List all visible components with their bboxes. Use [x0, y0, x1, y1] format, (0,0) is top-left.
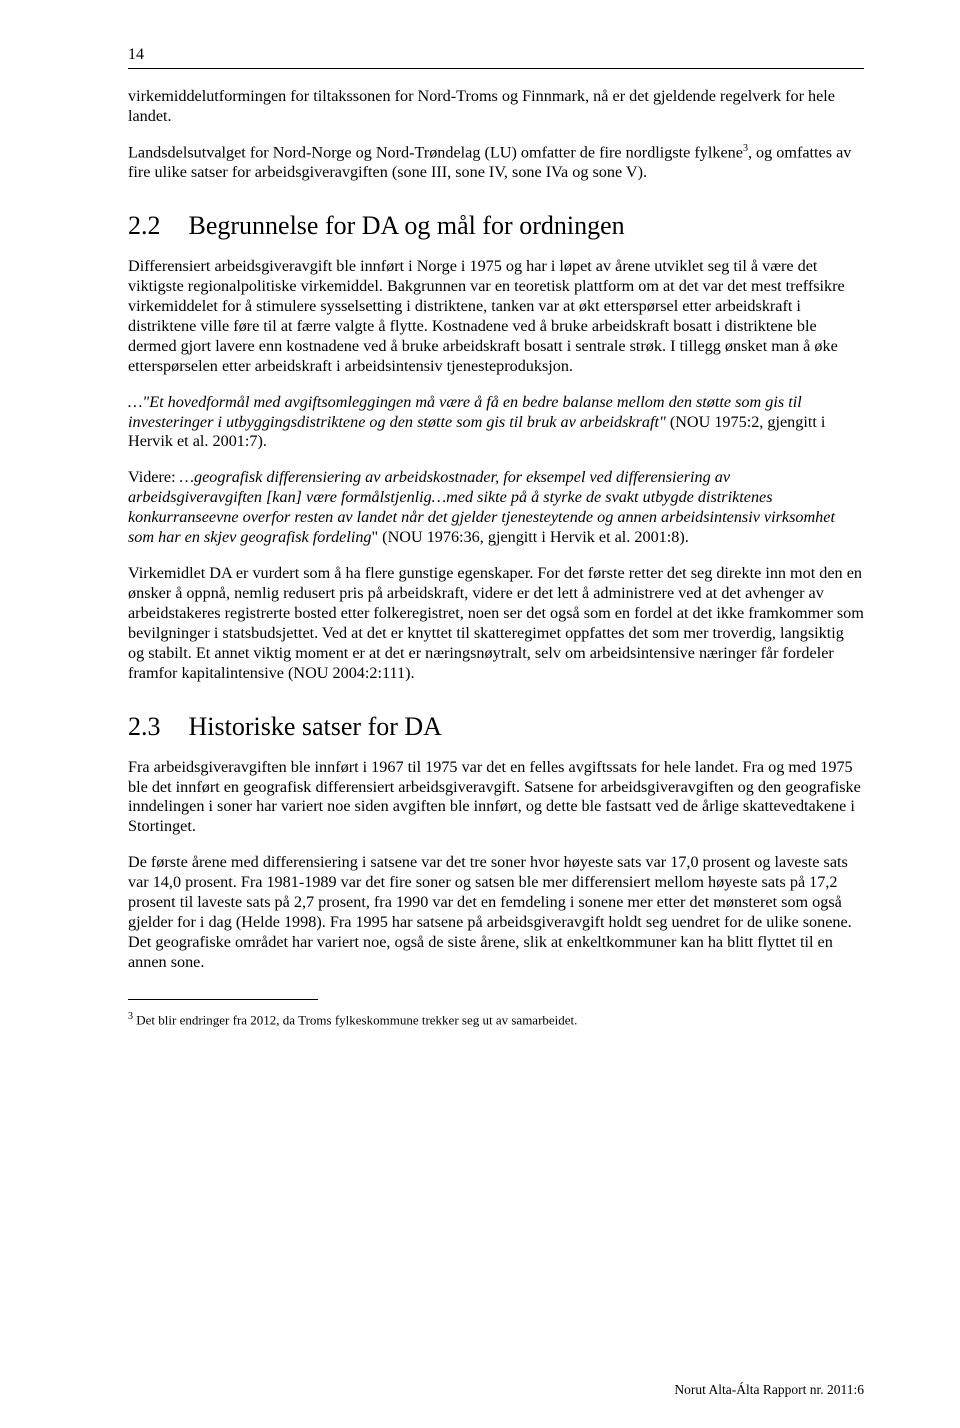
intro-paragraph-2a: Landsdelsutvalget for Nord-Norge og Nord… [128, 143, 743, 161]
section-2-2-title: Begrunnelse for DA og mål for ordningen [189, 211, 625, 240]
footnote-3: 3 Det blir endringer fra 2012, da Troms … [128, 1010, 864, 1029]
page-number: 14 [128, 46, 864, 64]
intro-paragraph-1: virkemiddelutformingen for tiltakssonen … [128, 87, 864, 127]
header-rule [128, 68, 864, 69]
section-2-2-p4: Virkemidlet DA er vurdert som å ha flere… [128, 564, 864, 684]
section-2-3-heading: 2.3 Historiske satser for DA [128, 712, 864, 742]
section-2-2-p3: Videre: …geografisk differensiering av a… [128, 468, 864, 548]
section-2-2-p1: Differensiert arbeidsgiveravgift ble inn… [128, 257, 864, 377]
section-2-2-heading: 2.2 Begrunnelse for DA og mål for ordning… [128, 211, 864, 241]
section-2-2-p3-lead: Videre: [128, 468, 180, 486]
section-2-3-title: Historiske satser for DA [189, 712, 442, 741]
section-2-3-p1: Fra arbeidsgiveravgiften ble innført i 1… [128, 758, 864, 838]
section-2-3-number: 2.3 [128, 712, 161, 742]
section-2-3-p2: De første årene med differensiering i sa… [128, 853, 864, 973]
section-2-2-p2: …"Et hovedformål med avgiftsomleggingen … [128, 393, 864, 453]
section-2-2-p3-tail: " (NOU 1976:36, gjengitt i Hervik et al.… [372, 528, 689, 546]
section-2-2-number: 2.2 [128, 211, 161, 241]
footer-text: Norut Alta-Álta Rapport nr. 2011:6 [674, 1382, 864, 1398]
intro-paragraph-2: Landsdelsutvalget for Nord-Norge og Nord… [128, 143, 864, 183]
footnote-rule [128, 999, 318, 1000]
footnote-3-text: Det blir endringer fra 2012, da Troms fy… [133, 1012, 577, 1027]
